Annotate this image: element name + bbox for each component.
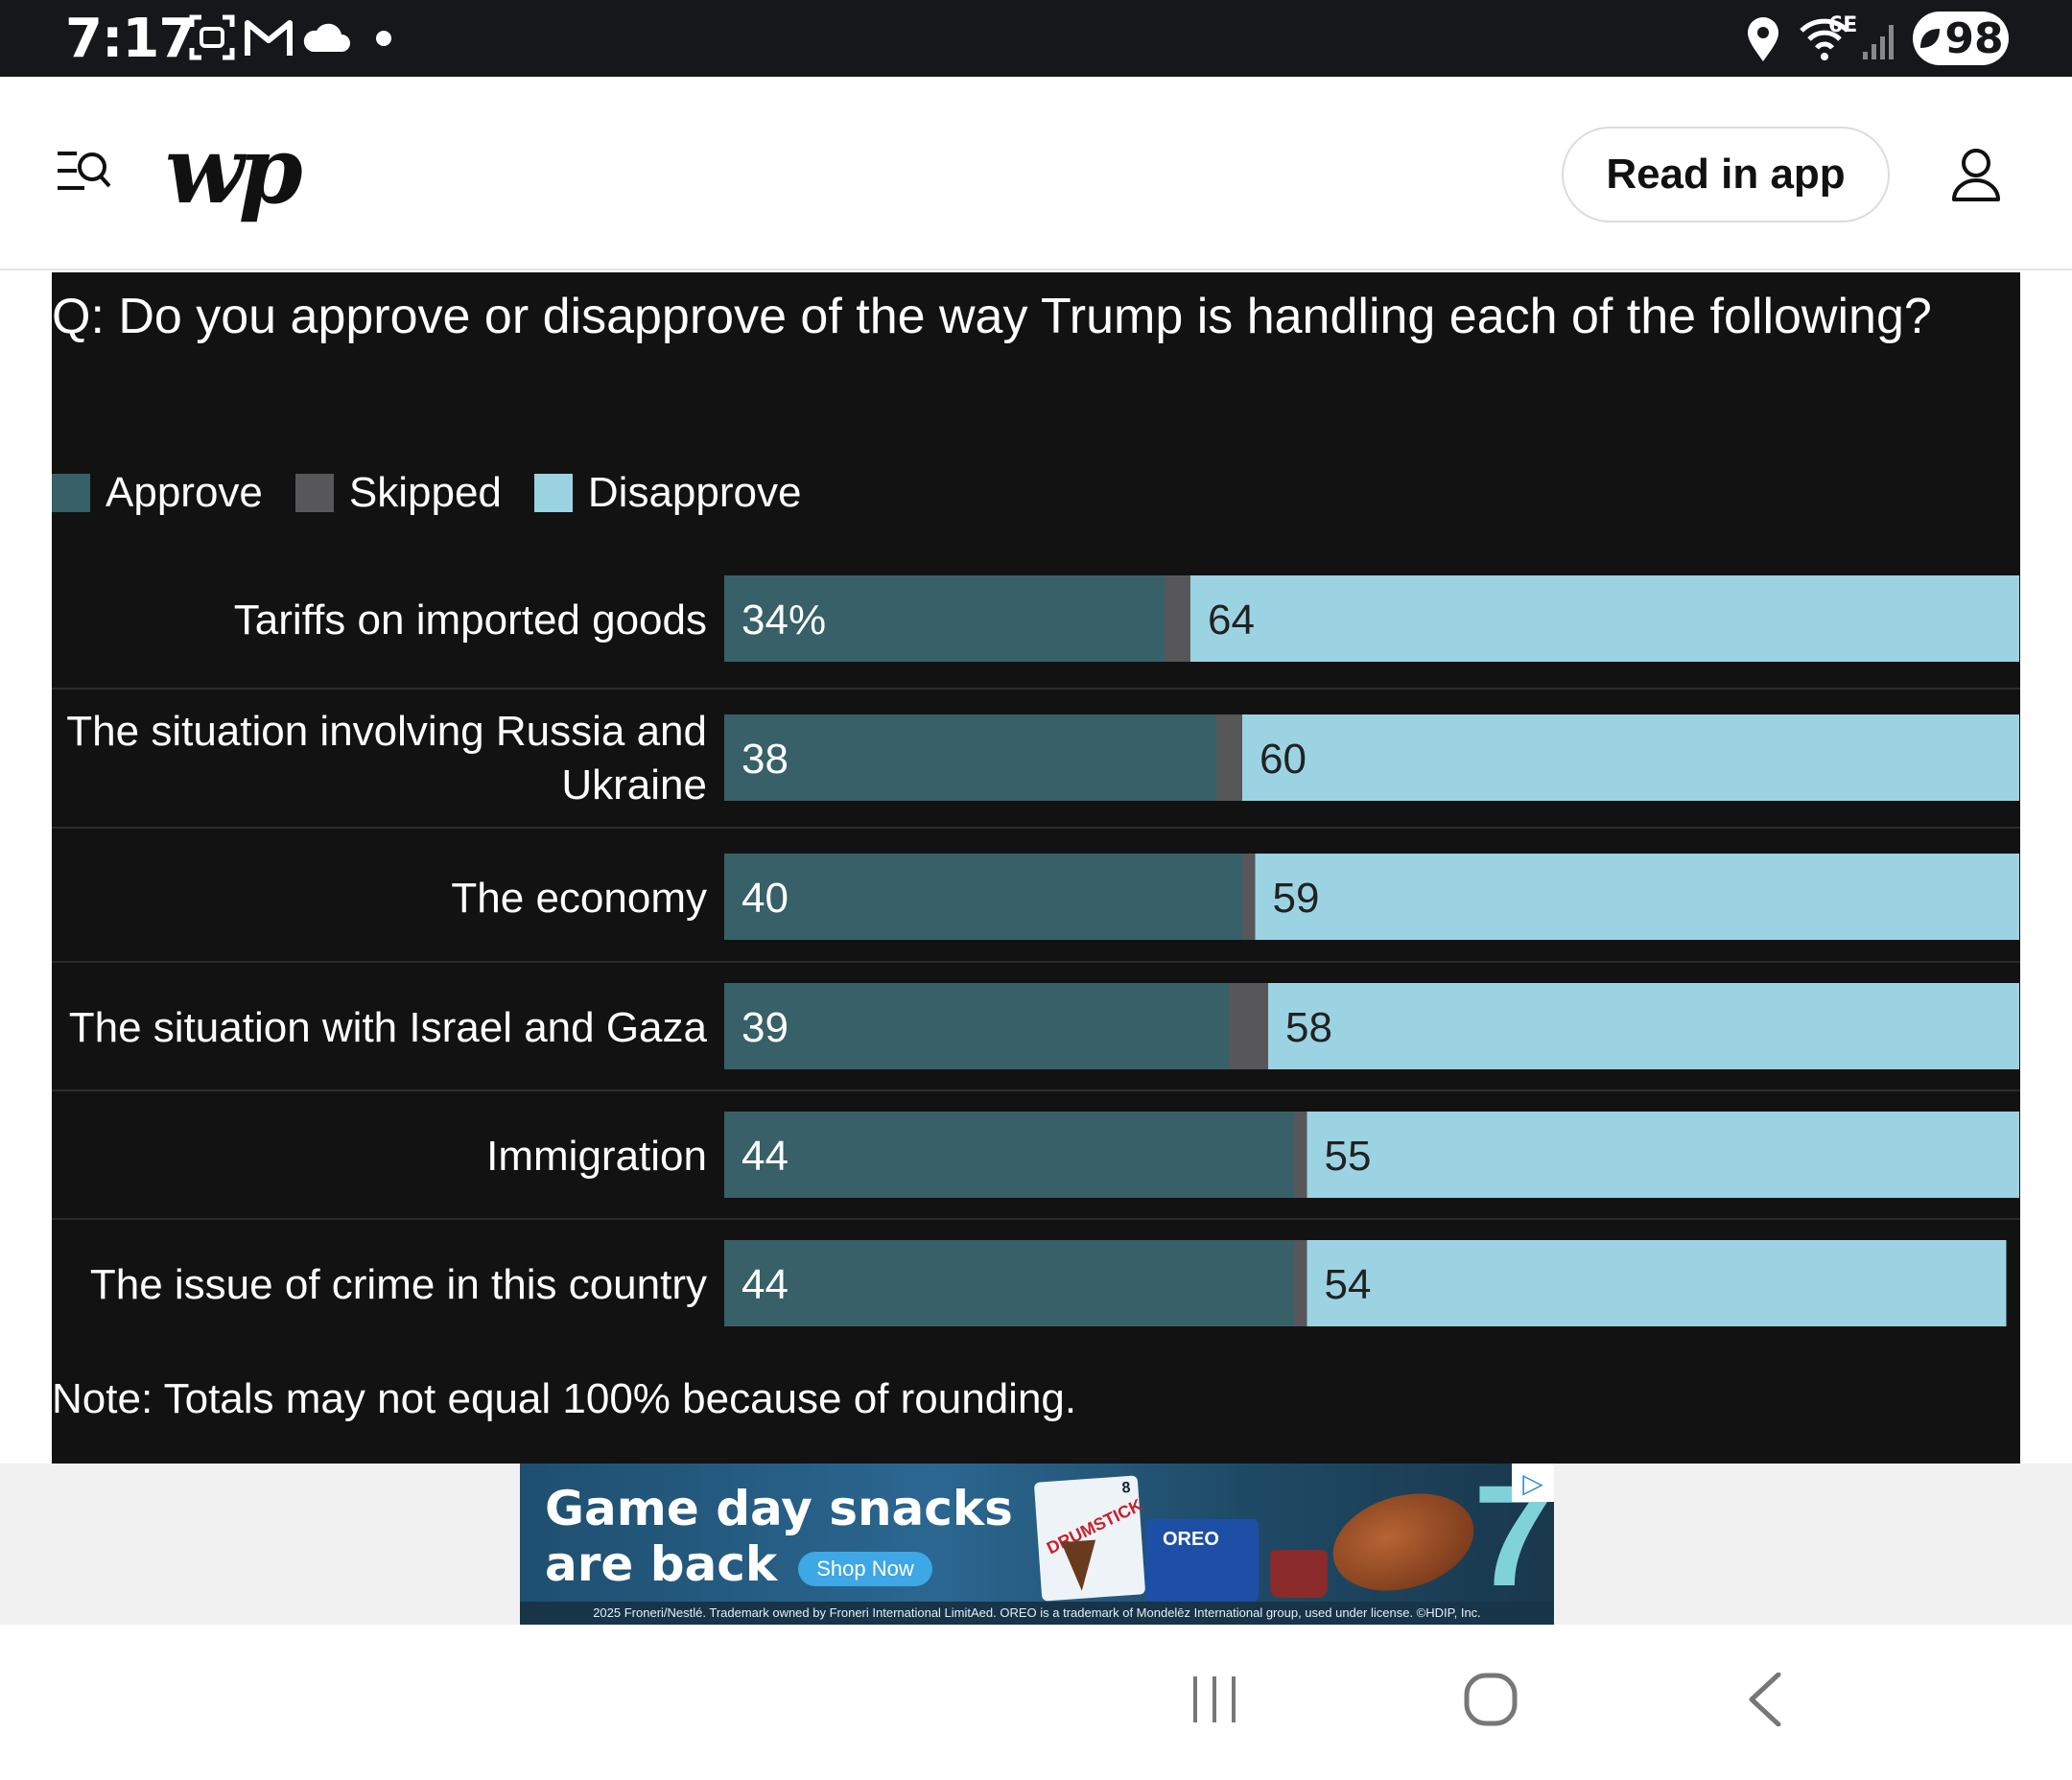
bar-segment-approve [724,575,1165,662]
drumstick-cone [1061,1539,1099,1592]
ad-banner[interactable]: Game day snacks are back Shop Now 8 DRUM… [520,1464,1554,1625]
home-icon[interactable] [1464,1673,1518,1726]
ad-headline-line1: Game day snacks [545,1481,1013,1536]
bar-segment-disapprove [1190,575,2019,662]
ad-legal-text: 2025 Froneri/Nestlé. Trademark owned by … [520,1602,1554,1625]
row-label-line: The situation involving Russia and [66,708,707,755]
row-label: The issue of crime in this country [90,1261,707,1308]
chart-note: Note: Totals may not equal 100% because … [52,1375,1077,1422]
stacked-bar-chart: Tariffs on imported goods 34% 64 The situat… [52,575,2020,1326]
bar-segment-disapprove [1242,714,2019,801]
oreo-box: OREO [1145,1519,1259,1602]
bar-segment-approve [724,854,1242,940]
bar-segment-approve [724,714,1216,801]
bar-segment-skipped [1165,575,1190,662]
location-icon [1748,17,1778,61]
poll-chart-panel: Q: Do you approve or disapprove of the w… [52,272,2020,1464]
bar-segment-skipped [1229,983,1268,1069]
ad-shop-now-button[interactable]: Shop Now [798,1552,932,1586]
screenshot-icon [189,14,235,60]
recent-apps-icon[interactable] [1188,1673,1241,1726]
cloud-icon [303,23,350,52]
bar-label-disapprove: 59 [1273,875,1320,922]
oreo-brand: OREO [1163,1529,1219,1550]
bar-label-approve: 44 [742,1261,789,1308]
legend-item-approve: Approve [52,469,263,517]
dot-icon [376,31,391,46]
row-label: The situation with Israel and Gaza [69,1004,708,1051]
read-in-app-button[interactable]: Read in app [1562,127,1890,222]
back-icon[interactable] [1746,1673,1784,1726]
adchoices-icon[interactable]: ▷ [1512,1464,1554,1502]
row-label: Immigration [486,1133,707,1180]
battery-level: 98 [1944,13,2004,63]
washington-post-logo[interactable]: wp [165,116,303,224]
bar-segment-skipped [1216,714,1242,801]
bar-label-disapprove: 58 [1285,1004,1332,1051]
system-nav-bar [0,1625,2072,1780]
status-bar: 7:17 6E 98 [0,0,2072,77]
clock: 7:17 [65,8,196,70]
chart-title: Q: Do you approve or disapprove of the w… [52,289,1932,344]
battery-icon: 98 [1913,12,2009,65]
bar-segment-approve [724,1112,1294,1198]
row-label: Tariffs on imported goods [234,597,707,644]
signal-icon [1863,25,1894,59]
ice-cream-tub [1270,1550,1328,1598]
drumstick-box: 8 DRUMSTICK [1033,1475,1146,1602]
bar-segment-approve [724,983,1230,1069]
network-label: 6E [1828,13,1858,37]
bar-segment-disapprove [1268,983,2019,1069]
bar-segment-disapprove [1307,1112,2019,1198]
legend-label-skipped: Skipped [348,469,502,516]
bar-segment-disapprove [1255,854,2019,940]
legend-item-skipped: Skipped [294,469,502,517]
bar-segment-skipped [1294,1240,1307,1326]
legend-item-disapprove: Disapprove [533,469,802,517]
bar-label-approve: 38 [742,736,789,783]
row-label-line: Ukraine [561,761,707,808]
battery-leaf-icon [1920,29,1941,48]
row-label: The situation involving Russia and Ukrain… [66,708,707,808]
gmail-icon [245,20,293,56]
wifi-icon [1800,18,1849,60]
row-label: The economy [451,875,707,922]
bar-label-approve: 44 [742,1133,789,1180]
bar-label-disapprove: 60 [1260,736,1307,783]
drumstick-pack-count: 8 [1120,1479,1132,1497]
legend-swatch-disapprove [533,474,573,512]
bar-segment-skipped [1242,854,1256,940]
bar-label-disapprove: 54 [1325,1261,1372,1308]
bar-label-approve: 40 [742,875,789,922]
ad-headline: Game day snacks are back [545,1481,1013,1592]
bar-label-approve: 39 [742,1004,789,1051]
legend-swatch-skipped [294,474,334,512]
bar-label-disapprove: 64 [1208,597,1255,644]
bar-segment-skipped [1294,1112,1307,1198]
legend-swatch-approve [52,474,90,512]
ad-headline-line2: are back [545,1536,778,1592]
bar-segment-disapprove [1307,1240,2007,1326]
bar-segment-approve [724,1240,1294,1326]
bar-label-disapprove: 55 [1325,1133,1372,1180]
ad-container: Game day snacks are back Shop Now 8 DRUM… [0,1464,2072,1625]
legend-label-disapprove: Disapprove [587,469,802,516]
legend-label-approve: Approve [106,469,263,516]
bar-label-approve: 34% [742,597,826,644]
site-header: wp Read in app [0,77,2072,270]
profile-icon[interactable] [1951,148,2001,201]
chart-legend: Approve Skipped Disapprove [52,464,834,522]
football-image [1321,1478,1486,1606]
menu-search-icon[interactable] [56,148,113,198]
